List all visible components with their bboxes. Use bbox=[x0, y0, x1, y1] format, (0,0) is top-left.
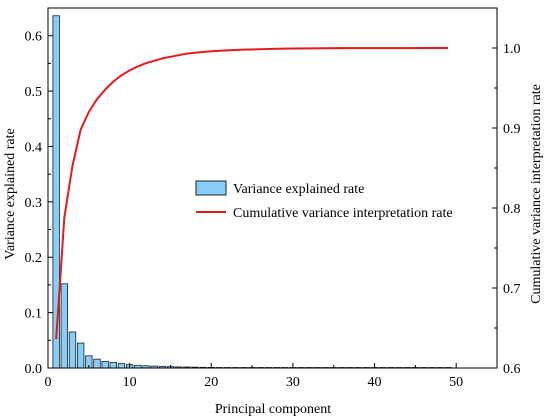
x-tick-label: 50 bbox=[449, 375, 463, 390]
line-group bbox=[55, 47, 449, 340]
legend-swatch-bar bbox=[195, 180, 227, 196]
y-tick-label: 0.6 bbox=[25, 30, 43, 45]
y-tick-label: 0.4 bbox=[25, 140, 43, 155]
x-tick-label: 30 bbox=[286, 375, 300, 390]
y2-tick-label: 0.7 bbox=[503, 282, 521, 297]
y2-axis-title: Cumulative variance interpretation rate bbox=[529, 84, 544, 304]
y-tick-label: 0.0 bbox=[25, 362, 43, 377]
bar bbox=[60, 283, 68, 369]
legend-label-bar: Variance explained rate bbox=[233, 182, 364, 197]
x-axis-title: Principal component bbox=[215, 402, 331, 417]
legend: Variance explained rate Cumulative varia… bbox=[195, 180, 453, 221]
x-tick-label: 10 bbox=[123, 375, 137, 390]
y-tick-label: 0.1 bbox=[25, 307, 43, 322]
y2-tick-label: 0.9 bbox=[503, 122, 521, 137]
y-tick-label: 0.5 bbox=[25, 85, 43, 100]
y-tick-label: 0.3 bbox=[25, 196, 43, 211]
bar bbox=[101, 360, 109, 369]
y2-tick-label: 0.8 bbox=[503, 202, 521, 217]
plot-frame bbox=[47, 7, 498, 369]
x-tick-label: 0 bbox=[45, 375, 52, 390]
bar bbox=[76, 342, 85, 369]
legend-label-line: Cumulative variance interpretation rate bbox=[233, 206, 453, 221]
bar bbox=[93, 358, 101, 369]
y-tick-label: 0.2 bbox=[25, 251, 43, 266]
bar bbox=[117, 363, 126, 369]
y2-tick-label: 1.0 bbox=[503, 42, 521, 57]
y-axis-title: Variance explained rate bbox=[3, 128, 18, 259]
bar bbox=[109, 362, 117, 369]
y2-tick-label: 0.6 bbox=[503, 362, 521, 377]
bar bbox=[68, 331, 77, 369]
x-tick-label: 20 bbox=[204, 375, 218, 390]
axes-group: 0 10 20 30 40 50 0.0 0.1 0.2 0.3 0.4 0.5 0.6 0.6 0.7 0.… bbox=[25, 7, 521, 390]
cumulative-line bbox=[55, 47, 449, 340]
x-tick-label: 40 bbox=[368, 375, 382, 390]
